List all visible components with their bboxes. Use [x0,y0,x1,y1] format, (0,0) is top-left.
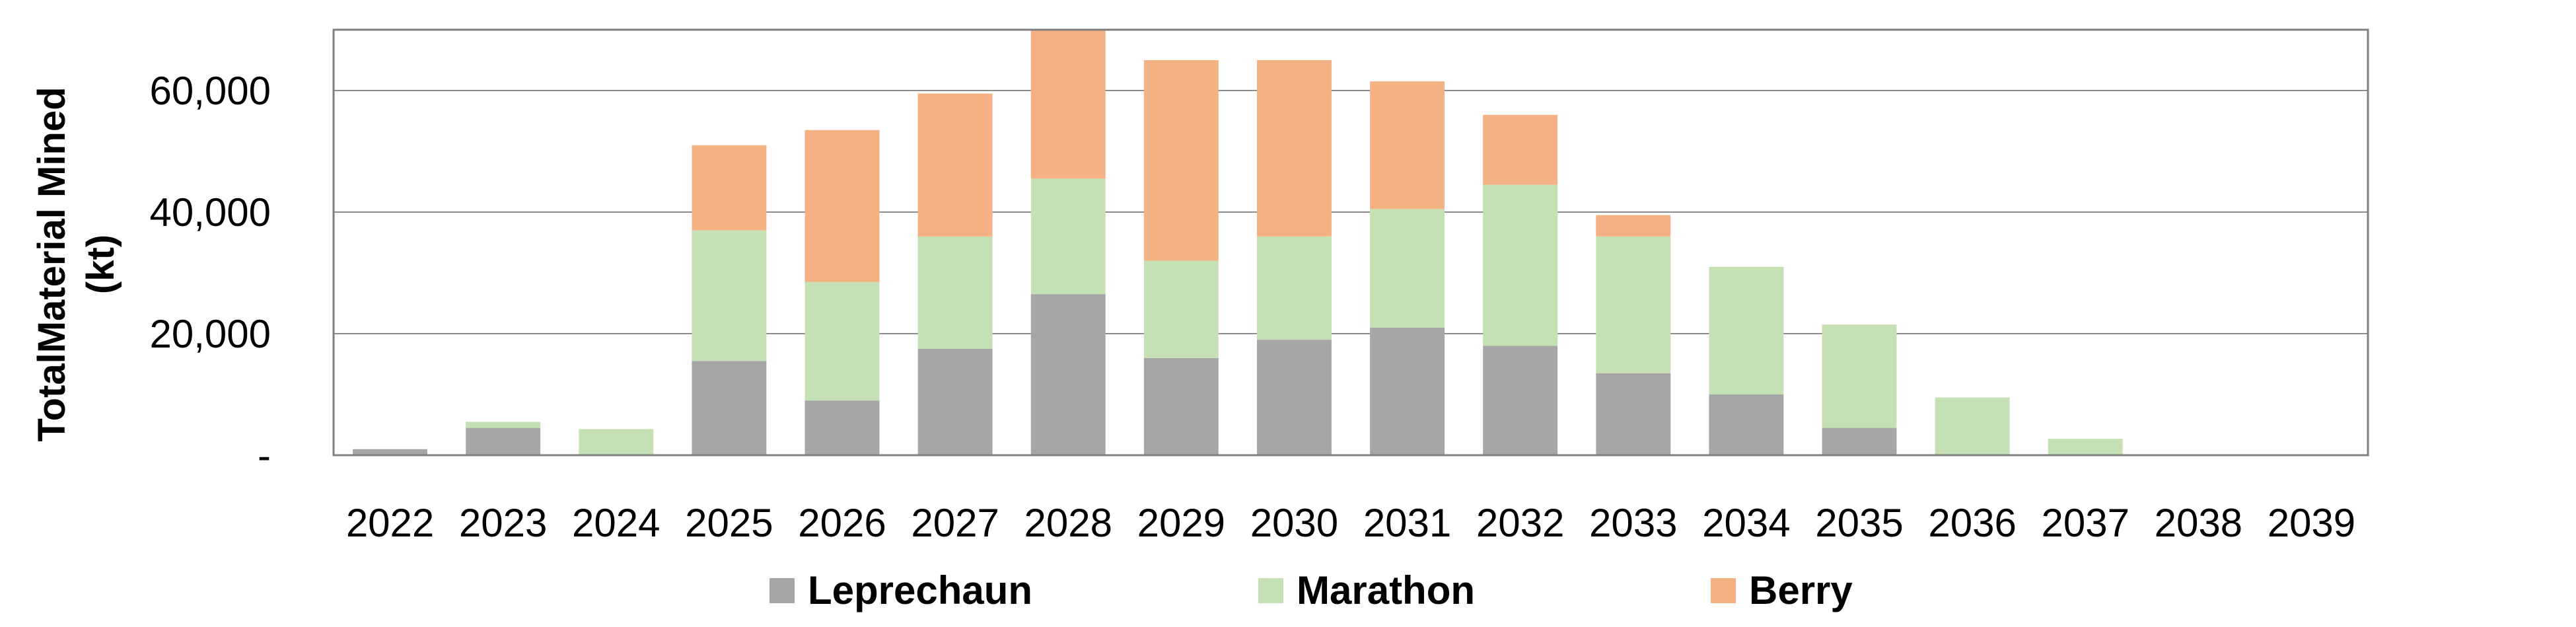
y-tick-labels: - 20,000 40,000 60,000 [149,69,271,478]
bar-marathon-2029 [1143,260,1219,358]
legend-label-leprechaun: Leprechaun [808,568,1032,612]
x-tick-label: 2037 [2041,501,2129,545]
bar-leprechaun-2028 [1030,294,1106,455]
bar-marathon-2031 [1370,209,1445,328]
bar-marathon-2033 [1596,236,1671,373]
x-tick-label: 2032 [1476,501,1564,545]
bar-berry-2027 [917,93,993,237]
x-tick-label: 2030 [1250,501,1338,545]
bar-leprechaun-2032 [1483,346,1558,455]
y-tick-label: 20,000 [149,312,271,356]
x-tick-label: 2038 [2155,501,2242,545]
x-tick-label: 2036 [1928,501,2016,545]
x-tick-label: 2025 [685,501,773,545]
y-tick-label: 40,000 [149,190,271,235]
x-tick-label: 2023 [459,501,547,545]
bar-leprechaun-2034 [1709,394,1784,455]
bar-berry-2030 [1256,60,1332,237]
bar-leprechaun-2027 [917,349,993,455]
bar-leprechaun-2031 [1370,327,1445,455]
bar-marathon-2034 [1709,266,1784,394]
plot-area-border [332,28,2369,457]
bar-marathon-2036 [1935,397,2010,455]
y-axis-label-line-2: (kt) [79,235,122,294]
bar-berry-2033 [1596,215,1671,237]
bar-berry-2029 [1143,60,1219,261]
bar-marathon-2037 [2048,439,2123,455]
legend: Leprechaun Marathon Berry [769,568,1853,612]
x-tick-label: 2033 [1589,501,1677,545]
bar-marathon-2035 [1822,324,1897,428]
bar-marathon-2024 [579,429,654,455]
bar-marathon-2027 [917,236,993,349]
x-tick-label: 2022 [346,501,434,545]
legend-swatch-marathon [1258,578,1283,603]
y-axis-label-line-1: TotalMaterial Mined [30,87,73,441]
bar-marathon-2028 [1030,178,1106,295]
bar-berry-2028 [1030,30,1106,179]
legend-label-berry: Berry [1749,568,1853,612]
bar-marathon-2026 [805,281,880,401]
x-tick-label: 2035 [1815,501,1903,545]
bar-leprechaun-2030 [1256,340,1332,455]
bar-leprechaun-2035 [1822,427,1897,455]
y-tick-label: 60,000 [149,69,271,113]
bar-berry-2026 [805,129,880,282]
bar-marathon-2023 [466,422,541,428]
bar-marathon-2030 [1256,236,1332,340]
x-tick-label: 2039 [2268,501,2355,545]
x-tick-label: 2029 [1137,501,1225,545]
y-tick-label: - [258,433,271,478]
bar-leprechaun-2022 [353,449,428,455]
bar-leprechaun-2025 [692,361,767,455]
x-tick-label: 2034 [1702,501,1790,545]
x-tick-label: 2024 [572,501,660,545]
bar-berry-2031 [1370,81,1445,209]
x-tick-labels: 2022 2023 2024 2025 2026 2027 2028 2029 2030 2031… [346,501,2355,545]
x-tick-label: 2028 [1024,501,1112,545]
y-axis-label: TotalMaterial Mined (kt) [30,87,122,441]
bar-berry-2032 [1483,114,1558,185]
legend-swatch-leprechaun [769,578,795,603]
x-tick-label: 2031 [1363,501,1451,545]
gridlines [334,90,2368,334]
bar-leprechaun-2023 [466,427,541,455]
bar-marathon-2025 [692,230,767,361]
bar-berry-2025 [692,145,767,231]
bar-marathon-2032 [1483,184,1558,346]
legend-swatch-berry [1711,578,1736,603]
bar-leprechaun-2029 [1143,357,1219,455]
bar-leprechaun-2026 [805,400,880,455]
bar-leprechaun-2033 [1596,373,1671,455]
x-tick-label: 2027 [911,501,999,545]
bars [353,30,2123,455]
legend-label-marathon: Marathon [1297,568,1475,612]
x-tick-label: 2026 [798,501,886,545]
